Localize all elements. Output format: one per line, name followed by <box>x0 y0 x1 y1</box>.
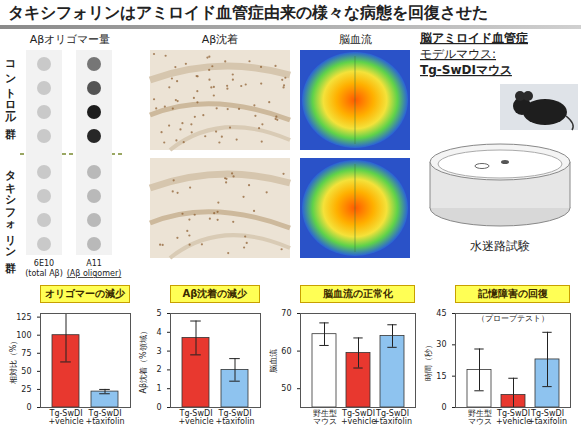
svg-text:Tg-SwDI+vehicle: Tg-SwDI+vehicle <box>48 409 83 426</box>
svg-text:125: 125 <box>16 313 31 322</box>
svg-text:脳アミロイド血管症: 脳アミロイド血管症 <box>419 31 528 45</box>
svg-text:Tg-SwDI+taxifolin: Tg-SwDI+taxifolin <box>216 409 255 426</box>
svg-text:（プローブテスト）: （プローブテスト） <box>477 314 549 323</box>
html-text:オリゴマーの減少: オリゴマーの減少 <box>45 288 125 299</box>
svg-text:3: 3 <box>156 347 161 356</box>
html-text:Aβ沈着の減少: Aβ沈着の減少 <box>182 288 248 299</box>
svg-text:50: 50 <box>21 367 31 376</box>
svg-text:Tg-SwDI+taxifolin: Tg-SwDI+taxifolin <box>86 409 125 426</box>
svg-text:(total Aβ): (total Aβ) <box>25 269 63 278</box>
svg-text:水迷路試験: 水迷路試験 <box>470 239 530 253</box>
svg-text:Tg-SwDI+taxifolin: Tg-SwDI+taxifolin <box>528 409 567 426</box>
svg-text:Tg-SwDI+vehicle: Tg-SwDI+vehicle <box>496 409 531 426</box>
svg-text:30: 30 <box>436 340 446 349</box>
svg-text:6E10: 6E10 <box>34 259 54 268</box>
svg-text:時間（秒）: 時間（秒） <box>424 341 433 381</box>
svg-text:100: 100 <box>16 331 31 340</box>
svg-text:5: 5 <box>156 309 161 318</box>
svg-text:Tg-SwDI+vehicle: Tg-SwDI+vehicle <box>178 409 213 426</box>
svg-text:タキシフォリン群: タキシフォリン群 <box>4 162 18 274</box>
svg-text:モデルマウス:: モデルマウス: <box>420 47 496 61</box>
svg-text:Aβ沈着（%領域）: Aβ沈着（%領域） <box>139 327 148 393</box>
svg-text:25: 25 <box>21 385 31 394</box>
svg-text:75: 75 <box>21 349 31 358</box>
svg-text:野生型マウス: 野生型マウス <box>313 409 337 426</box>
svg-text:(Aβ oligomer): (Aβ oligomer) <box>67 269 122 278</box>
html-text:記憶障害の回復: 記憶障害の回復 <box>477 288 548 299</box>
html-text:タキシフォリンはアミロイド血管症由来の様々な病態を回復させた: タキシフォリンはアミロイド血管症由来の様々な病態を回復させた <box>8 3 488 22</box>
svg-text:4: 4 <box>156 328 161 337</box>
svg-text:Aβ沈着: Aβ沈着 <box>202 33 239 46</box>
svg-text:1: 1 <box>156 384 161 393</box>
svg-text:Tg-SwDI+vehicle: Tg-SwDI+vehicle <box>341 409 376 426</box>
html-text:脳血流の正常化: 脳血流の正常化 <box>322 288 393 299</box>
svg-text:脳血流: 脳血流 <box>269 349 278 373</box>
svg-text:A11: A11 <box>86 259 102 268</box>
svg-text:0: 0 <box>441 403 446 412</box>
svg-text:Aβオリゴマー量: Aβオリゴマー量 <box>30 33 111 46</box>
svg-text:Tg-SwDIマウス: Tg-SwDIマウス <box>420 63 512 77</box>
svg-text:50: 50 <box>281 384 291 393</box>
svg-text:相対比（%）: 相対比（%） <box>9 337 18 385</box>
svg-text:0: 0 <box>156 403 161 412</box>
svg-text:野生型マウス: 野生型マウス <box>468 409 492 426</box>
svg-text:60: 60 <box>281 347 291 356</box>
svg-text:45: 45 <box>436 309 446 318</box>
svg-text:2: 2 <box>156 365 161 374</box>
svg-text:コントロール群: コントロール群 <box>4 54 18 140</box>
svg-text:15: 15 <box>436 372 446 381</box>
svg-text:0: 0 <box>26 403 31 412</box>
svg-text:70: 70 <box>281 309 291 318</box>
svg-text:Tg-SwDI+taxifolin: Tg-SwDI+taxifolin <box>373 409 412 426</box>
svg-text:脳血流: 脳血流 <box>339 33 372 46</box>
